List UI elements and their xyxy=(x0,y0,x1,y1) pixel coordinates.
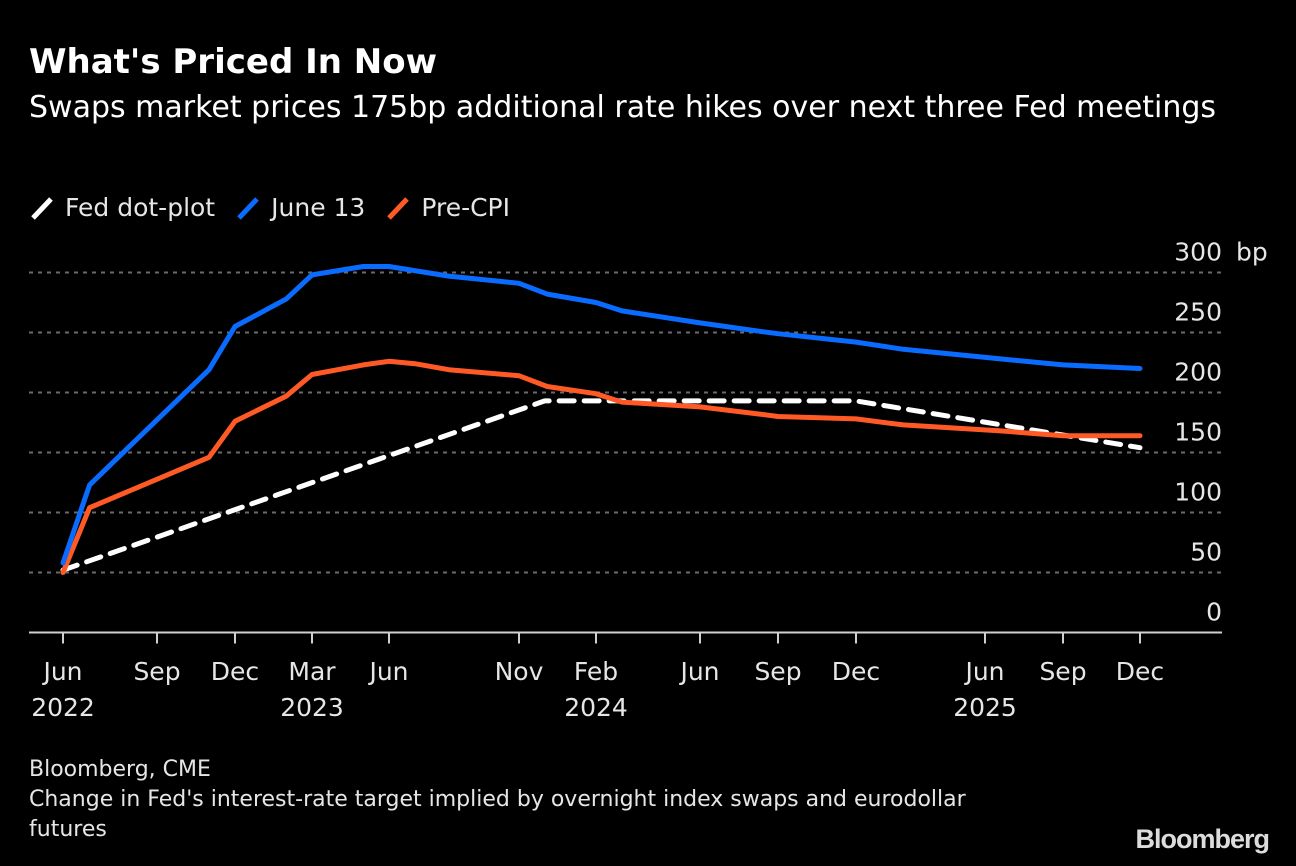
legend-label: Pre-CPI xyxy=(421,193,510,222)
series-line-dot_plot xyxy=(60,398,1143,573)
x-tick-label: Sep xyxy=(754,657,801,686)
x-tick-label: Dec xyxy=(1116,657,1164,686)
x-tick-label: Mar xyxy=(288,657,336,686)
x-tick-label: Sep xyxy=(133,657,180,686)
legend-label: June 13 xyxy=(271,193,366,222)
x-tick-label: Jun xyxy=(41,657,82,686)
series-lines xyxy=(60,264,1143,575)
x-tick-year-label: 2025 xyxy=(953,693,1017,722)
x-tick-label: Jun xyxy=(963,657,1004,686)
series-line-pre_cpi xyxy=(60,358,1143,575)
x-tick-year-label: 2022 xyxy=(31,693,95,722)
y-tick-label: 150 xyxy=(1174,418,1222,447)
x-axis: Jun 2022 Sep Dec Mar 2023 Jun Nov Feb 2024 Jun Sep D… xyxy=(29,631,1222,722)
chart-title: What's Priced In Now xyxy=(29,42,438,82)
x-tick-label: Sep xyxy=(1039,657,1086,686)
y-tick-label: 200 xyxy=(1174,358,1222,387)
x-tick-label: Jun xyxy=(367,657,408,686)
bloomberg-logo: Bloomberg xyxy=(1135,824,1270,854)
x-tick-year-label: 2024 xyxy=(564,693,628,722)
y-tick-label: 100 xyxy=(1174,478,1222,507)
y-axis-labels: 0 50 100 150 200 250 300 bp xyxy=(1174,238,1267,627)
x-tick-label: Jun xyxy=(678,657,719,686)
x-tick-label: Nov xyxy=(495,657,544,686)
y-tick-label: 250 xyxy=(1174,298,1222,327)
x-tick-year-label: 2023 xyxy=(280,693,344,722)
legend-item-june-13: June 13 xyxy=(235,193,365,222)
legend-item-pre-cpi: Pre-CPI xyxy=(385,193,510,222)
x-tick-label: Dec xyxy=(832,657,880,686)
legend-item-fed-dot-plot: Fed dot-plot xyxy=(29,193,215,222)
y-tick-label: 300 xyxy=(1174,238,1222,267)
legend-swatch-white-slash-icon xyxy=(31,196,53,220)
y-axis-unit-label: bp xyxy=(1236,238,1268,267)
chart-subtitle: Swaps market prices 175bp additional rat… xyxy=(29,90,1217,125)
y-tick-label: 50 xyxy=(1190,538,1222,567)
x-tick-label: Dec xyxy=(211,657,259,686)
y-tick-label: 0 xyxy=(1206,598,1222,627)
footnote-text: Change in Fed's interest-rate target imp… xyxy=(29,787,966,842)
legend: Fed dot-plot June 13 Pre-CPI xyxy=(29,193,530,222)
x-tick-label: Feb xyxy=(574,657,618,686)
series-line-june13 xyxy=(60,264,1143,566)
legend-label: Fed dot-plot xyxy=(65,193,216,222)
legend-swatch-blue-slash-icon xyxy=(237,196,259,220)
gridlines xyxy=(29,271,1222,574)
legend-swatch-orange-slash-icon xyxy=(387,196,410,220)
source-text: Bloomberg, CME xyxy=(29,757,211,782)
